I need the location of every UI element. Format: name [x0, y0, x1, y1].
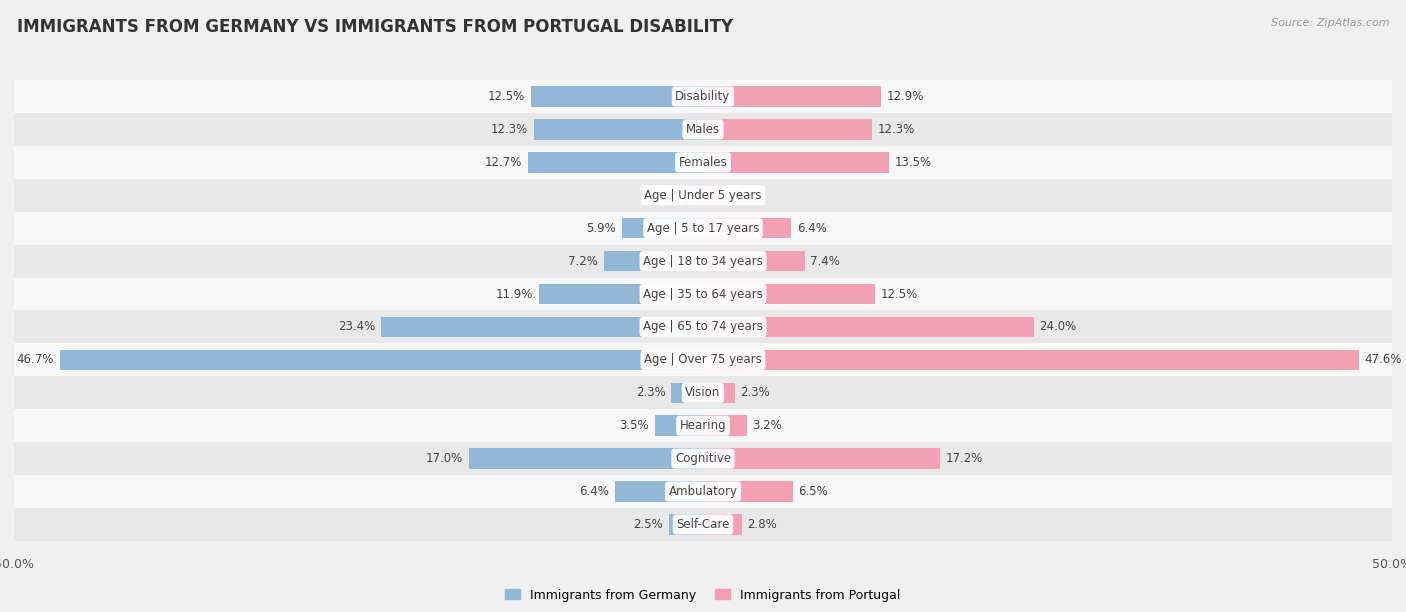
Bar	[14, 376, 1392, 409]
Text: 17.2%: 17.2%	[945, 452, 983, 465]
Text: 13.5%: 13.5%	[894, 156, 932, 169]
Text: Age | Over 75 years: Age | Over 75 years	[644, 353, 762, 367]
Text: 6.4%: 6.4%	[797, 222, 827, 234]
Bar	[703, 416, 747, 436]
Text: Males: Males	[686, 123, 720, 136]
Bar	[533, 119, 703, 140]
Bar	[381, 317, 703, 337]
Bar	[703, 152, 889, 173]
Bar	[59, 349, 703, 370]
Bar	[14, 442, 1392, 475]
Bar	[703, 382, 735, 403]
Bar	[14, 278, 1392, 310]
Bar	[14, 508, 1392, 541]
Legend: Immigrants from Germany, Immigrants from Portugal: Immigrants from Germany, Immigrants from…	[501, 584, 905, 606]
Text: Cognitive: Cognitive	[675, 452, 731, 465]
Text: Ambulatory: Ambulatory	[668, 485, 738, 498]
Bar	[703, 449, 941, 469]
Text: 12.3%: 12.3%	[877, 123, 915, 136]
Text: 2.3%: 2.3%	[740, 386, 770, 399]
Text: 2.5%: 2.5%	[633, 518, 664, 531]
Text: 17.0%: 17.0%	[426, 452, 463, 465]
Text: Age | 5 to 17 years: Age | 5 to 17 years	[647, 222, 759, 234]
Text: 24.0%: 24.0%	[1039, 321, 1077, 334]
Bar	[621, 218, 703, 239]
Text: 7.4%: 7.4%	[810, 255, 841, 267]
Bar	[14, 343, 1392, 376]
Bar	[14, 475, 1392, 508]
Text: Age | 18 to 34 years: Age | 18 to 34 years	[643, 255, 763, 267]
Bar	[655, 416, 703, 436]
Text: Vision: Vision	[685, 386, 721, 399]
Bar	[14, 212, 1392, 245]
Bar	[703, 317, 1033, 337]
Text: 1.4%: 1.4%	[648, 188, 678, 202]
Text: Age | 65 to 74 years: Age | 65 to 74 years	[643, 321, 763, 334]
Bar	[531, 86, 703, 106]
Bar	[614, 481, 703, 502]
Bar	[14, 179, 1392, 212]
Bar	[538, 284, 703, 304]
Text: 5.9%: 5.9%	[586, 222, 616, 234]
Bar	[683, 185, 703, 206]
Bar	[14, 409, 1392, 442]
Text: IMMIGRANTS FROM GERMANY VS IMMIGRANTS FROM PORTUGAL DISABILITY: IMMIGRANTS FROM GERMANY VS IMMIGRANTS FR…	[17, 18, 733, 36]
Bar	[14, 80, 1392, 113]
Text: 12.5%: 12.5%	[880, 288, 918, 300]
Text: Self-Care: Self-Care	[676, 518, 730, 531]
Bar	[14, 310, 1392, 343]
Text: 11.9%: 11.9%	[496, 288, 533, 300]
Text: Source: ZipAtlas.com: Source: ZipAtlas.com	[1271, 18, 1389, 28]
Bar	[14, 146, 1392, 179]
Bar	[468, 449, 703, 469]
Text: 12.7%: 12.7%	[485, 156, 523, 169]
Text: 3.2%: 3.2%	[752, 419, 782, 432]
Text: 47.6%: 47.6%	[1364, 353, 1402, 367]
Bar	[671, 382, 703, 403]
Bar	[703, 185, 728, 206]
Bar	[703, 119, 873, 140]
Text: 46.7%: 46.7%	[17, 353, 53, 367]
Bar	[703, 349, 1358, 370]
Text: 23.4%: 23.4%	[337, 321, 375, 334]
Text: 6.4%: 6.4%	[579, 485, 609, 498]
Bar	[529, 152, 703, 173]
Text: Hearing: Hearing	[679, 419, 727, 432]
Bar	[14, 113, 1392, 146]
Bar	[603, 251, 703, 271]
Text: 6.5%: 6.5%	[799, 485, 828, 498]
Bar	[703, 218, 792, 239]
Bar	[669, 514, 703, 535]
Text: 2.3%: 2.3%	[636, 386, 666, 399]
Text: 7.2%: 7.2%	[568, 255, 599, 267]
Text: Age | 35 to 64 years: Age | 35 to 64 years	[643, 288, 763, 300]
Bar	[703, 86, 880, 106]
Text: 2.8%: 2.8%	[747, 518, 778, 531]
Text: 12.5%: 12.5%	[488, 90, 526, 103]
Bar	[703, 481, 793, 502]
Text: 1.8%: 1.8%	[734, 188, 763, 202]
Bar	[14, 245, 1392, 278]
Bar	[703, 251, 806, 271]
Text: 12.9%: 12.9%	[886, 90, 924, 103]
Text: Disability: Disability	[675, 90, 731, 103]
Text: 3.5%: 3.5%	[620, 419, 650, 432]
Text: Age | Under 5 years: Age | Under 5 years	[644, 188, 762, 202]
Bar	[703, 284, 875, 304]
Text: 12.3%: 12.3%	[491, 123, 529, 136]
Text: Females: Females	[679, 156, 727, 169]
Bar	[703, 514, 741, 535]
